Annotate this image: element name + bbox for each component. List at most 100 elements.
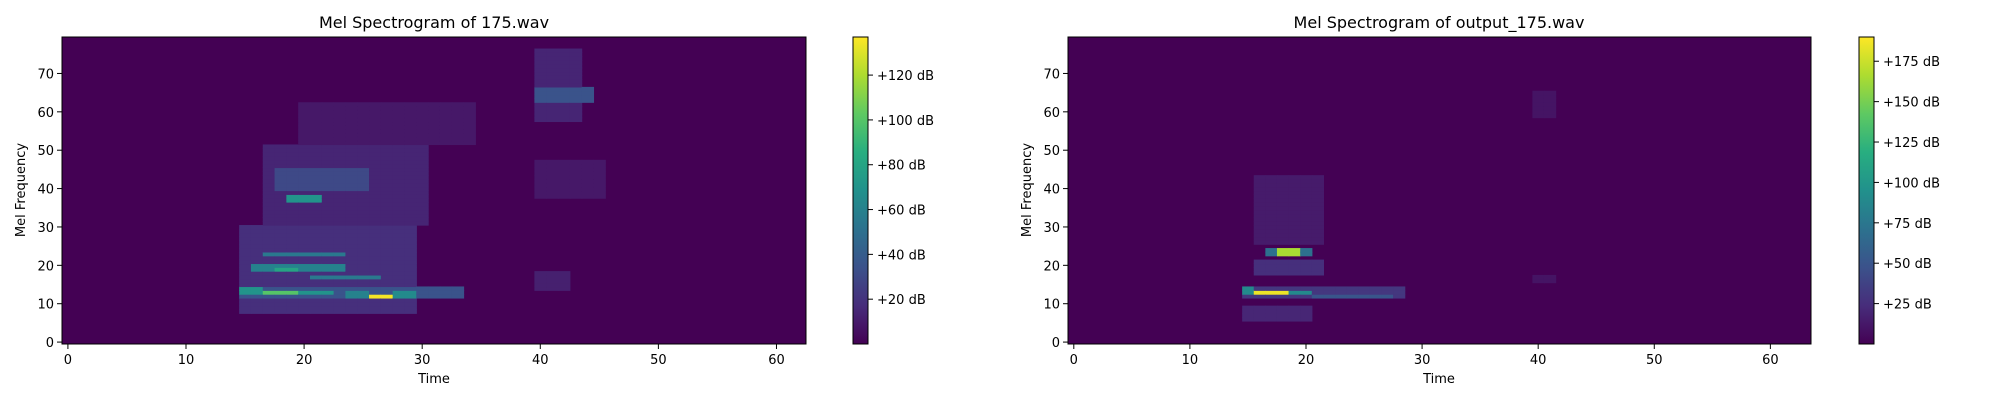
heatmap-cell bbox=[262, 305, 276, 311]
heatmap-cell bbox=[345, 202, 358, 207]
heatmap-cell bbox=[1253, 267, 1266, 272]
heatmap-cell bbox=[357, 121, 370, 126]
heatmap-cell bbox=[1300, 305, 1313, 311]
heatmap-cell bbox=[310, 278, 323, 284]
heatmap-cell bbox=[333, 236, 347, 241]
heatmap-cell bbox=[392, 271, 406, 276]
heatmap-cell bbox=[581, 86, 595, 92]
heatmap-cell bbox=[451, 132, 465, 138]
y-tick-label: 30 bbox=[37, 221, 54, 236]
heatmap-cell bbox=[274, 251, 287, 257]
heatmap-cell bbox=[357, 217, 370, 222]
x-ticks-2: 0 10 20 30 40 50 60 bbox=[1070, 344, 1779, 368]
heatmap-cell bbox=[345, 155, 358, 161]
heatmap-cell bbox=[239, 255, 252, 261]
heatmap-cell bbox=[345, 102, 358, 107]
heatmap-cell bbox=[333, 248, 347, 253]
heatmap-cell bbox=[428, 113, 441, 119]
heatmap-cell bbox=[369, 182, 382, 188]
heatmap-cell bbox=[416, 136, 429, 142]
heatmap-cell bbox=[298, 205, 311, 211]
heatmap-cell bbox=[392, 228, 406, 234]
heatmap-cell bbox=[1276, 228, 1290, 234]
heatmap-cell bbox=[1346, 286, 1359, 291]
heatmap-cell bbox=[1300, 236, 1313, 241]
heatmap-cell bbox=[262, 274, 276, 280]
heatmap-cell bbox=[250, 309, 264, 314]
heatmap-cell bbox=[262, 255, 276, 261]
x-tick-label: 20 bbox=[1298, 353, 1315, 368]
heatmap-cell bbox=[1276, 194, 1290, 199]
heatmap-cell bbox=[534, 63, 547, 69]
heatmap-cell bbox=[357, 144, 370, 149]
heatmap-cell bbox=[380, 148, 394, 153]
heatmap-cell bbox=[274, 274, 287, 280]
heatmap-cell bbox=[392, 102, 406, 107]
heatmap-cell bbox=[392, 175, 406, 180]
heatmap-cell bbox=[558, 178, 571, 184]
heatmap-cell bbox=[380, 178, 394, 184]
heatmap-cell bbox=[321, 244, 335, 249]
heatmap-cell bbox=[357, 178, 370, 184]
heatmap-cell bbox=[416, 178, 429, 184]
heatmap-cell bbox=[274, 286, 287, 291]
y-tick-label: 30 bbox=[1043, 221, 1060, 236]
heatmap-cell bbox=[369, 171, 382, 176]
heatmap-cell bbox=[569, 175, 583, 180]
heatmap-cell bbox=[1381, 290, 1394, 295]
y-ticks-2: 0 10 20 30 40 50 60 70 bbox=[1043, 67, 1068, 351]
heatmap-cell bbox=[1288, 202, 1301, 207]
heatmap-cell bbox=[534, 48, 547, 53]
heatmap-cell bbox=[262, 182, 276, 188]
heatmap-cell bbox=[250, 294, 264, 299]
heatmap-cell bbox=[558, 117, 571, 123]
heatmap-cell bbox=[274, 282, 287, 288]
heatmap-cell bbox=[1311, 263, 1325, 268]
heatmap-cell bbox=[416, 109, 429, 115]
heatmap-cell bbox=[1300, 309, 1313, 314]
heatmap-cell bbox=[439, 129, 453, 134]
heatmap-cell bbox=[298, 113, 311, 119]
heatmap-cell bbox=[1276, 286, 1290, 291]
heatmap-cell bbox=[546, 171, 559, 176]
heatmap-cell bbox=[239, 282, 252, 288]
heatmap-cell bbox=[333, 213, 347, 218]
heatmap-cell bbox=[310, 136, 323, 142]
heatmap-cell bbox=[345, 305, 358, 311]
heatmap-cell bbox=[345, 294, 358, 299]
heatmap-cell bbox=[558, 102, 571, 107]
heatmap-cell bbox=[1276, 313, 1290, 318]
heatmap-cell bbox=[569, 86, 583, 92]
heatmap-cell bbox=[1242, 286, 1255, 291]
heatmap-cell bbox=[321, 309, 335, 314]
y-tick-label: 50 bbox=[37, 144, 54, 159]
heatmap-cell bbox=[451, 140, 465, 146]
heatmap-cell bbox=[357, 213, 370, 218]
heatmap-cell bbox=[333, 290, 347, 295]
heatmap-cell bbox=[463, 132, 476, 138]
heatmap-cell bbox=[1288, 263, 1301, 268]
heatmap-cell bbox=[451, 121, 465, 126]
heatmap-cell bbox=[439, 140, 453, 146]
heatmap-cell bbox=[1311, 213, 1325, 218]
heatmap-cell bbox=[369, 209, 382, 215]
heatmap-cell bbox=[1276, 221, 1290, 226]
heatmap-cell bbox=[392, 132, 406, 138]
heatmap-cell bbox=[321, 221, 335, 226]
x-axis-label-1: Time bbox=[417, 372, 450, 387]
heatmap-cell bbox=[345, 301, 358, 307]
heatmap-cell bbox=[546, 113, 559, 119]
heatmap-cell bbox=[404, 109, 417, 115]
heatmap-cell bbox=[392, 217, 406, 222]
heatmap-cell bbox=[1300, 259, 1313, 265]
heatmap-cell bbox=[1358, 290, 1371, 295]
heatmap-cell bbox=[439, 294, 453, 299]
heatmap-cell bbox=[1253, 186, 1266, 192]
heatmap-cell bbox=[357, 305, 370, 311]
heatmap-cell bbox=[250, 305, 264, 311]
heatmap-cell bbox=[298, 190, 311, 195]
heatmap-cell bbox=[286, 263, 299, 268]
heatmap-cell bbox=[1358, 294, 1371, 299]
heatmap-cell bbox=[380, 129, 394, 134]
heatmap-cell bbox=[380, 267, 394, 272]
